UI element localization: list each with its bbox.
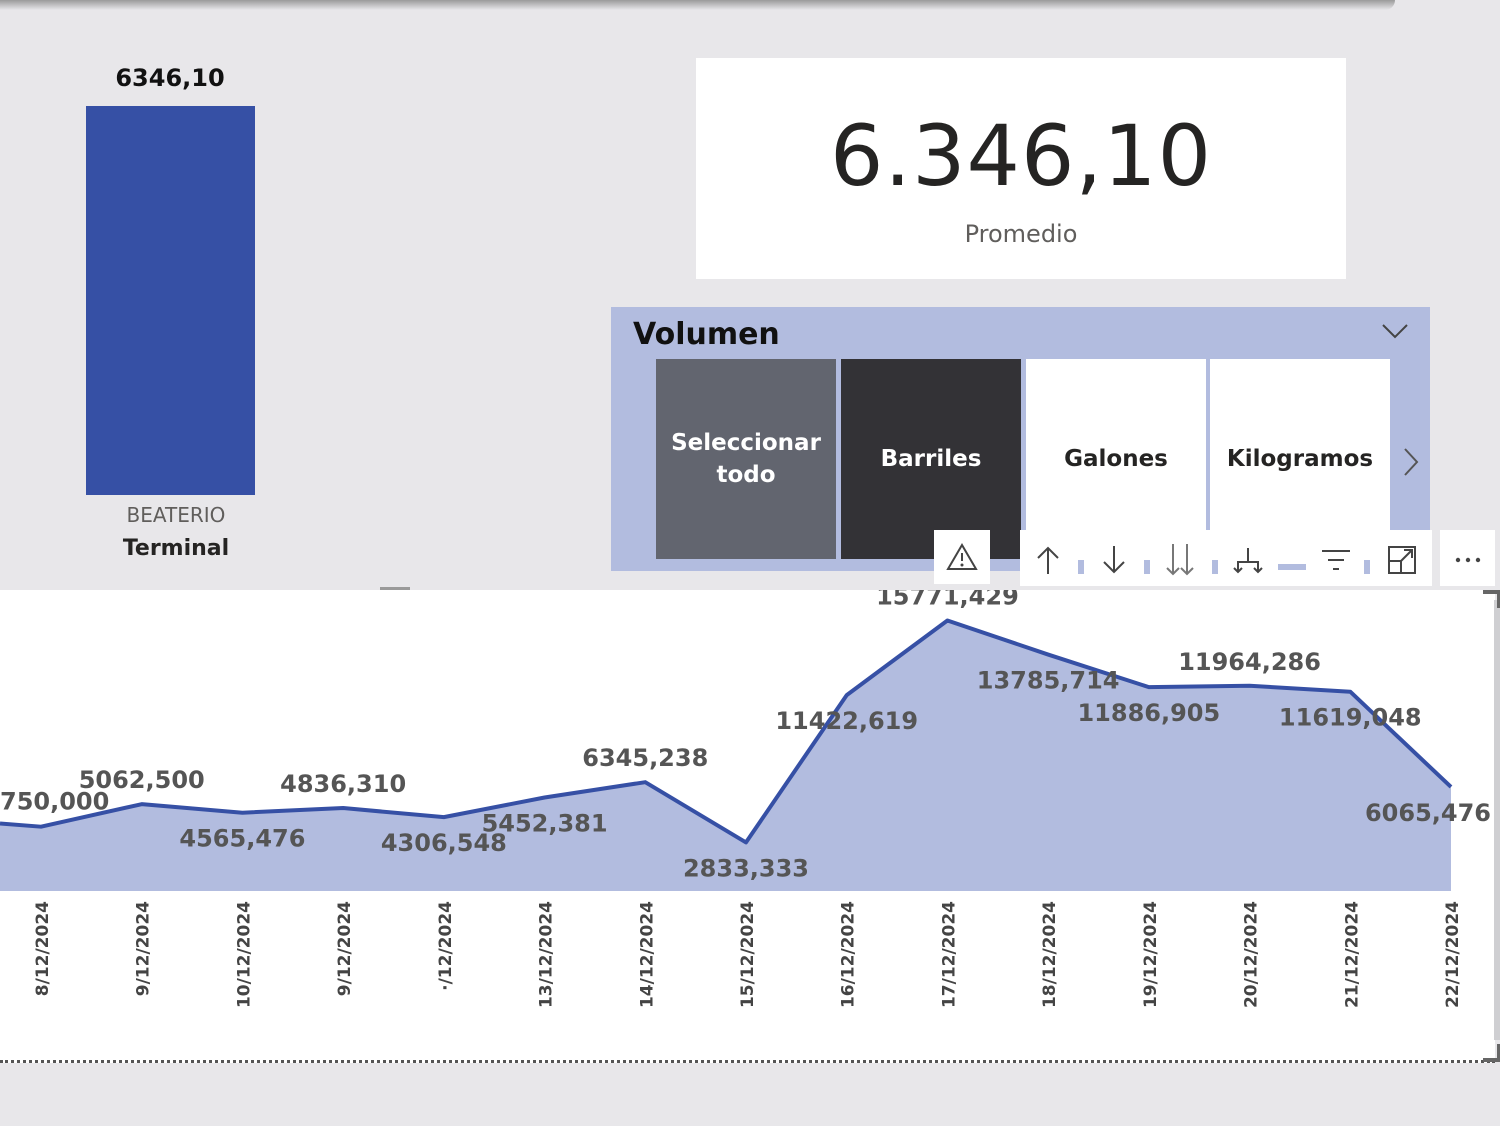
x-tick-label: 20/12/2024 <box>1242 901 1262 1008</box>
data-point[interactable] <box>338 803 348 813</box>
data-point[interactable] <box>640 777 650 787</box>
data-label: 11886,905 <box>1077 699 1220 727</box>
x-tick-label: 18/12/2024 <box>1040 901 1060 1008</box>
bar-category-label: BEATERIO <box>126 503 226 527</box>
data-point[interactable] <box>237 808 247 818</box>
data-label: 5062,500 <box>79 766 205 794</box>
slicer-title: Volumen <box>633 317 780 352</box>
focus-mode-icon <box>1388 546 1416 574</box>
chevron-right-icon[interactable] <box>1401 447 1421 477</box>
double-arrow-down-icon <box>1166 544 1194 576</box>
warning-icon <box>946 543 978 570</box>
bar-axis-title: Terminal <box>122 536 230 561</box>
data-point[interactable] <box>439 812 449 822</box>
data-label: 6065,476 <box>1365 799 1491 827</box>
drill-up-button[interactable] <box>1028 540 1068 580</box>
data-point[interactable] <box>741 837 751 847</box>
visual-header-toolbar <box>1020 530 1495 586</box>
kpi-value: 6.346,10 <box>829 107 1213 205</box>
x-tick-label: ·/12/2024 <box>436 901 456 991</box>
toolbar-separator <box>1278 564 1306 570</box>
x-tick-label: 13/12/2024 <box>537 901 557 1008</box>
more-options-icon <box>1455 557 1481 563</box>
tile-kilogramos[interactable]: Kilogramos <box>1210 359 1390 559</box>
data-point[interactable] <box>540 792 550 802</box>
data-point[interactable] <box>1446 782 1456 792</box>
arrow-up-icon <box>1037 546 1059 574</box>
x-tick-label: 9/12/2024 <box>134 901 154 996</box>
more-options-button[interactable] <box>1448 540 1488 580</box>
drill-down-button[interactable] <box>1094 540 1134 580</box>
tile-barriles[interactable]: Barriles <box>841 359 1021 559</box>
x-tick-label: 16/12/2024 <box>839 901 859 1008</box>
data-point[interactable] <box>842 690 852 700</box>
kpi-card[interactable]: 6.346,10 Promedio <box>696 58 1346 279</box>
tile-galones[interactable]: Galones <box>1026 359 1206 559</box>
toolbar-separator <box>1364 560 1370 574</box>
data-point[interactable] <box>1144 682 1154 692</box>
bar-beaterio[interactable] <box>86 106 255 495</box>
arrow-down-icon <box>1103 546 1125 574</box>
toolbar-separator <box>1144 560 1150 574</box>
x-tick-label: 19/12/2024 <box>1141 901 1161 1008</box>
expand-hierarchy-button[interactable] <box>1228 540 1268 580</box>
resize-corner-bottom-right[interactable] <box>1483 1044 1500 1062</box>
terminal-bar-chart[interactable]: 6346,10 BEATERIO Terminal <box>0 40 330 580</box>
x-tick-label: 22/12/2024 <box>1443 901 1463 1008</box>
data-label: 4565,476 <box>179 825 305 853</box>
x-tick-label: 21/12/2024 <box>1342 901 1362 1008</box>
slicer-tiles: Seleccionar todo Barriles Galones Kilogr… <box>656 359 1391 559</box>
filter-button[interactable] <box>1316 540 1356 580</box>
data-point[interactable] <box>1043 650 1053 660</box>
data-label: 11619,048 <box>1279 704 1422 732</box>
data-label: 15771,429 <box>876 590 1019 610</box>
x-tick-label: 8/12/2024 <box>33 901 53 996</box>
top-visual-edge <box>0 0 1395 10</box>
resize-corner-top-right[interactable] <box>1483 590 1500 608</box>
x-tick-label: 14/12/2024 <box>637 901 657 1008</box>
data-label: 6345,238 <box>582 744 708 772</box>
x-tick-label: 10/12/2024 <box>234 901 254 1008</box>
toolbar-separator <box>1078 560 1084 574</box>
data-point[interactable] <box>36 822 46 832</box>
data-point[interactable] <box>1345 687 1355 697</box>
data-point[interactable] <box>942 615 952 625</box>
data-label: 2833,333 <box>683 854 809 882</box>
filter-icon <box>1322 550 1350 570</box>
toolbar-separator <box>1212 560 1218 574</box>
data-label: 13785,714 <box>977 667 1120 695</box>
chevron-down-icon[interactable] <box>1381 321 1409 341</box>
data-label: 11422,619 <box>775 707 918 735</box>
x-tick-label: 15/12/2024 <box>738 901 758 1008</box>
tile-select-all[interactable]: Seleccionar todo <box>656 359 836 559</box>
area-fill <box>0 620 1451 891</box>
data-label: 5452,381 <box>482 809 608 837</box>
x-tick-label: 17/12/2024 <box>939 901 959 1008</box>
data-label: 750,000 <box>0 788 109 816</box>
data-label: 11964,286 <box>1178 648 1321 676</box>
kpi-label: Promedio <box>964 220 1078 248</box>
warning-button[interactable] <box>934 530 990 584</box>
next-level-button[interactable] <box>1160 540 1200 580</box>
series-line[interactable] <box>0 618 1453 845</box>
data-label: 4836,310 <box>280 770 406 798</box>
focus-mode-button[interactable] <box>1382 540 1422 580</box>
data-label: 4306,548 <box>381 829 507 857</box>
data-point[interactable] <box>1245 681 1255 691</box>
volumen-slicer[interactable]: Volumen Seleccionar todo Barriles Galone… <box>611 307 1430 571</box>
bar-data-label: 6346,10 <box>115 64 225 92</box>
resize-handle-right[interactable] <box>1494 600 1500 1040</box>
x-tick-label: 9/12/2024 <box>335 901 355 996</box>
expand-hierarchy-icon <box>1233 548 1263 574</box>
data-point[interactable] <box>137 799 147 809</box>
daily-volume-area-chart[interactable]: 750,000 5062,500 4565,476 4836,310 4306,548 5… <box>0 582 1495 1063</box>
toolbar-gap <box>1432 530 1440 586</box>
